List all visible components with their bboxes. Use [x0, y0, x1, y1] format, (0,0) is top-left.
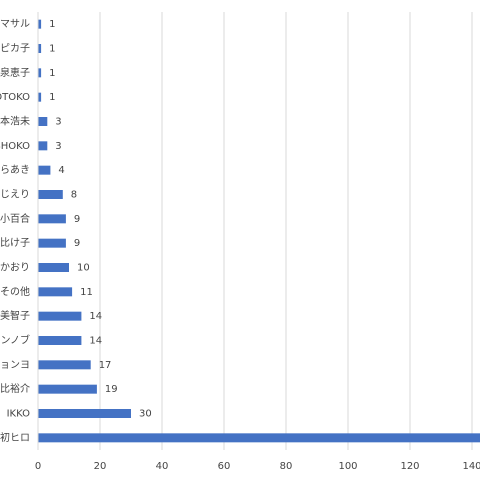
- value-label: 9: [74, 238, 80, 249]
- y-tick-label: ョンヨ: [0, 360, 30, 371]
- value-label: 1: [49, 68, 55, 79]
- y-tick-label: OTOKO: [0, 92, 30, 103]
- x-tick-label: 80: [280, 461, 293, 472]
- value-label: 17: [99, 360, 112, 371]
- value-label: 30: [139, 409, 152, 420]
- bar: [38, 287, 73, 297]
- y-tick-label: 小百合: [0, 212, 30, 225]
- bar: [38, 92, 42, 102]
- bar: [38, 360, 91, 370]
- y-tick-label: SHOKO: [0, 141, 30, 152]
- y-tick-label: IKKO: [7, 409, 31, 420]
- x-tick-label: 140: [462, 461, 480, 472]
- value-label: 10: [77, 263, 90, 274]
- value-label: 1: [49, 92, 55, 103]
- value-label: 11: [80, 287, 93, 298]
- value-label: 3: [55, 141, 61, 152]
- y-tick-label: じえり: [0, 189, 30, 201]
- y-tick-label: かおり: [0, 262, 30, 274]
- x-tick-label: 20: [94, 461, 107, 472]
- y-tick-label: その他: [0, 285, 30, 298]
- bar: [38, 141, 48, 151]
- y-tick-label: ンノブ: [1, 334, 31, 347]
- bar: [38, 336, 82, 345]
- bar: [38, 44, 42, 53]
- bar: [38, 19, 42, 29]
- bar: [38, 409, 131, 418]
- value-label: 1: [49, 44, 55, 55]
- x-tick-label: 120: [400, 461, 419, 472]
- y-tick-label: 本浩未: [0, 115, 30, 128]
- bar: [38, 214, 66, 224]
- bar: [38, 165, 51, 175]
- bar: [38, 68, 42, 78]
- value-label: 8: [71, 190, 77, 201]
- y-tick-label: マサル: [0, 18, 30, 30]
- y-tick-label: 美智子: [0, 309, 30, 322]
- x-tick-label: 100: [338, 461, 357, 472]
- bar: [38, 433, 480, 443]
- y-tick-label: らあき: [0, 164, 30, 176]
- y-tick-label: 泉恵子: [0, 66, 30, 79]
- y-tick-label: 初ヒロ: [0, 431, 30, 444]
- bar: [38, 263, 69, 272]
- y-tick-label: 比け子: [0, 237, 30, 249]
- bar: [38, 190, 63, 199]
- y-tick-label: 比裕介: [0, 382, 30, 395]
- value-label: 14: [89, 336, 102, 347]
- value-label: 9: [74, 214, 80, 225]
- bar: [38, 117, 48, 126]
- x-tick-label: 0: [35, 461, 41, 472]
- x-tick-label: 40: [156, 461, 169, 472]
- value-label: 3: [55, 117, 61, 128]
- x-tick-label: 60: [218, 461, 231, 472]
- bar: [38, 238, 66, 248]
- y-tick-label: ピカ子: [0, 43, 30, 55]
- value-label: 1: [49, 19, 55, 30]
- bar: [38, 384, 97, 394]
- value-label: 4: [58, 165, 64, 176]
- value-label: 14: [89, 311, 102, 322]
- value-label: 19: [105, 384, 118, 395]
- bar: [38, 311, 82, 321]
